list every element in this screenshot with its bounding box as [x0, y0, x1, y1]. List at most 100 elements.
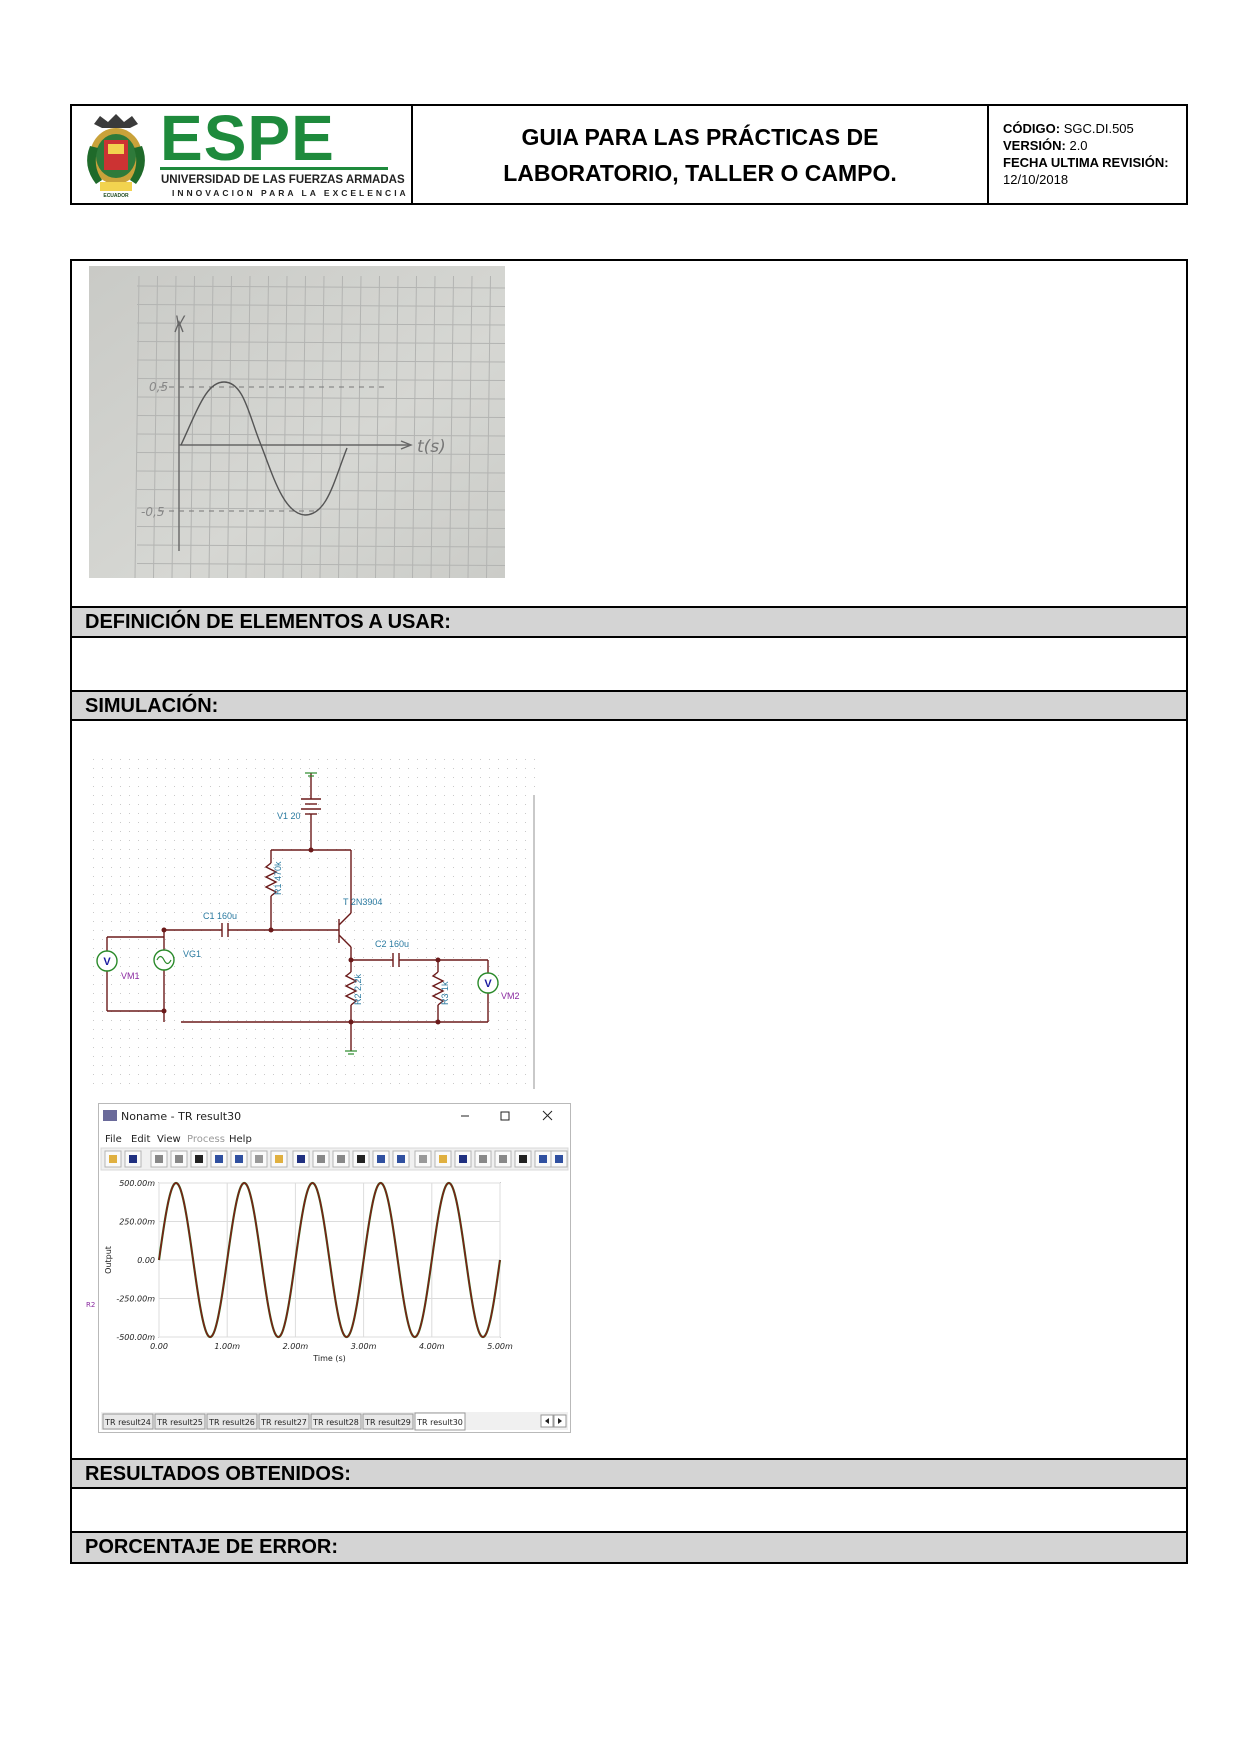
svg-text:V: V — [103, 956, 111, 968]
toolbar-button[interactable] — [292, 1150, 310, 1168]
side-label: R2 — [86, 1301, 96, 1309]
svg-text:V: V — [484, 978, 492, 990]
toolbar-button[interactable] — [312, 1150, 330, 1168]
tab-scroll-left-button[interactable] — [540, 1414, 554, 1428]
toolbar-button[interactable] — [434, 1150, 452, 1168]
svg-text:TR result24: TR result24 — [104, 1418, 151, 1427]
document-meta: CÓDIGO: SGC.DI.505 VERSIÓN: 2.0 FECHA UL… — [989, 106, 1186, 203]
sketch-x-label: t(s) — [417, 437, 446, 457]
voltmeter-2-icon — [477, 972, 499, 994]
app-icon — [103, 1110, 117, 1121]
y-axis-label: Output — [104, 1246, 113, 1274]
x-tick-label: 0.00 — [150, 1342, 168, 1351]
sketch-bottom-level: -0,5 — [141, 505, 164, 519]
sketch-photo: V t(s) 0,5 -0,5 — [89, 266, 505, 578]
y-tick-label: 250.00m — [119, 1218, 155, 1227]
toolbar-button[interactable] — [210, 1150, 228, 1168]
section-error-header: PORCENTAJE DE ERROR: — [72, 1531, 1186, 1562]
result-tab[interactable]: TR result25 — [154, 1413, 206, 1430]
toolbar-button[interactable] — [332, 1150, 350, 1168]
window-title: Noname - TR result30 — [121, 1110, 241, 1123]
svg-text:TR result28: TR result28 — [312, 1418, 359, 1427]
menu-help[interactable]: Help — [229, 1134, 252, 1145]
menu-view[interactable]: View — [157, 1134, 181, 1145]
version-value: 2.0 — [1069, 138, 1088, 153]
result-tab[interactable]: TR result28 — [310, 1413, 362, 1430]
espe-logo: ECUADOR ESPE UNIVERSIDAD DE LAS FUERZAS … — [87, 102, 406, 199]
document-header: ECUADOR ESPE UNIVERSIDAD DE LAS FUERZAS … — [70, 102, 1188, 205]
result-tab[interactable]: TR result27 — [258, 1413, 310, 1430]
section-simulation-header: SIMULACIÓN: — [72, 690, 1186, 721]
toolbar-button[interactable] — [550, 1150, 568, 1168]
toolbar-button[interactable] — [170, 1150, 188, 1168]
toolbar-button[interactable] — [270, 1150, 288, 1168]
voltmeter-1-icon — [96, 950, 118, 972]
section-results-header: RESULTADOS OBTENIDOS: — [72, 1458, 1186, 1489]
revision-label: FECHA ULTIMA REVISIÓN: — [1003, 155, 1169, 170]
result-tab[interactable]: TR result29 — [362, 1413, 414, 1430]
x-tick-label: 5.00m — [487, 1342, 513, 1351]
sine-sketch: V t(s) 0,5 -0,5 — [89, 266, 505, 578]
toolbar-button[interactable] — [494, 1150, 512, 1168]
result-tab[interactable]: TR result26 — [206, 1413, 258, 1430]
menu-file[interactable]: File — [105, 1134, 122, 1145]
svg-text:ECUADOR: ECUADOR — [103, 193, 129, 199]
university-name: UNIVERSIDAD DE LAS FUERZAS ARMADAS — [161, 174, 405, 186]
toolbar-button[interactable] — [474, 1150, 492, 1168]
close-button[interactable] — [542, 1110, 553, 1121]
toolbar-button[interactable] — [372, 1150, 390, 1168]
label-vm2: VM2 — [501, 991, 520, 1001]
x-tick-label: 2.00m — [283, 1342, 309, 1351]
simulation-window: Noname - TR result30 File Edit View Proc… — [98, 1103, 571, 1433]
version-label: VERSIÓN: — [1003, 138, 1066, 153]
y-tick-label: 0.00 — [137, 1256, 155, 1265]
toolbar-button[interactable] — [392, 1150, 410, 1168]
toolbar-button[interactable] — [230, 1150, 248, 1168]
sketch-top-level: 0,5 — [149, 380, 168, 394]
svg-text:TR result29: TR result29 — [364, 1418, 411, 1427]
svg-text:TR result25: TR result25 — [156, 1418, 203, 1427]
label-r2: R2 2,2k — [353, 973, 363, 1005]
x-tick-label: 3.00m — [351, 1342, 377, 1351]
brand-wordmark: ESPE — [160, 106, 335, 174]
y-tick-label: -500.00m — [116, 1333, 155, 1342]
y-tick-label: -250.00m — [116, 1295, 155, 1304]
x-tick-label: 4.00m — [419, 1342, 445, 1351]
code-label: CÓDIGO: — [1003, 121, 1061, 136]
tab-scroll-right-button[interactable] — [553, 1414, 567, 1428]
toolbar-button[interactable] — [414, 1150, 432, 1168]
toolbar-button[interactable] — [104, 1150, 122, 1168]
toolbar-button[interactable] — [150, 1150, 168, 1168]
toolbar-button[interactable] — [514, 1150, 532, 1168]
toolbar-button[interactable] — [352, 1150, 370, 1168]
logo-cell: ECUADOR ESPE UNIVERSIDAD DE LAS FUERZAS … — [72, 102, 413, 203]
title-line-2: LABORATORIO, TALLER O CAMPO. — [503, 159, 897, 186]
toolbar-button[interactable] — [534, 1150, 552, 1168]
menu-process[interactable]: Process — [187, 1134, 225, 1145]
toolbar-button[interactable] — [190, 1150, 208, 1168]
crest-icon: ECUADOR — [87, 114, 145, 199]
waveform-trace — [158, 1182, 501, 1338]
label-v1: V1 20 — [277, 811, 301, 821]
svg-text:TR result27: TR result27 — [260, 1418, 307, 1427]
revision-date: 12/10/2018 — [1003, 172, 1069, 187]
toolbar-button[interactable] — [250, 1150, 268, 1168]
label-c2: C2 160u — [375, 939, 409, 949]
toolbar-button[interactable] — [454, 1150, 472, 1168]
label-r1: R1 470k — [273, 861, 283, 895]
label-vg1: VG1 — [183, 949, 201, 959]
result-tab[interactable]: TR result30 — [414, 1412, 466, 1431]
menu-edit[interactable]: Edit — [131, 1134, 150, 1145]
result-tab[interactable]: TR result24 — [102, 1413, 154, 1430]
x-axis-label: Time (s) — [312, 1354, 346, 1363]
toolbar[interactable] — [104, 1150, 568, 1168]
svg-text:TR result30: TR result30 — [416, 1418, 463, 1427]
svg-text:TR result26: TR result26 — [208, 1418, 255, 1427]
label-transistor: T 2N3904 — [343, 897, 382, 907]
circuit-schematic: V V V1 20 R1 470k T 2N3904 C1 160u VG1 C… — [89, 755, 535, 1089]
maximize-button[interactable] — [500, 1111, 510, 1121]
toolbar-button[interactable] — [124, 1150, 142, 1168]
practice-table: V t(s) 0,5 -0,5 DEFINICIÓN DE ELEMENTOS … — [70, 259, 1188, 1564]
title-line-1: GUIA PARA LAS PRÁCTICAS DE — [521, 123, 879, 150]
